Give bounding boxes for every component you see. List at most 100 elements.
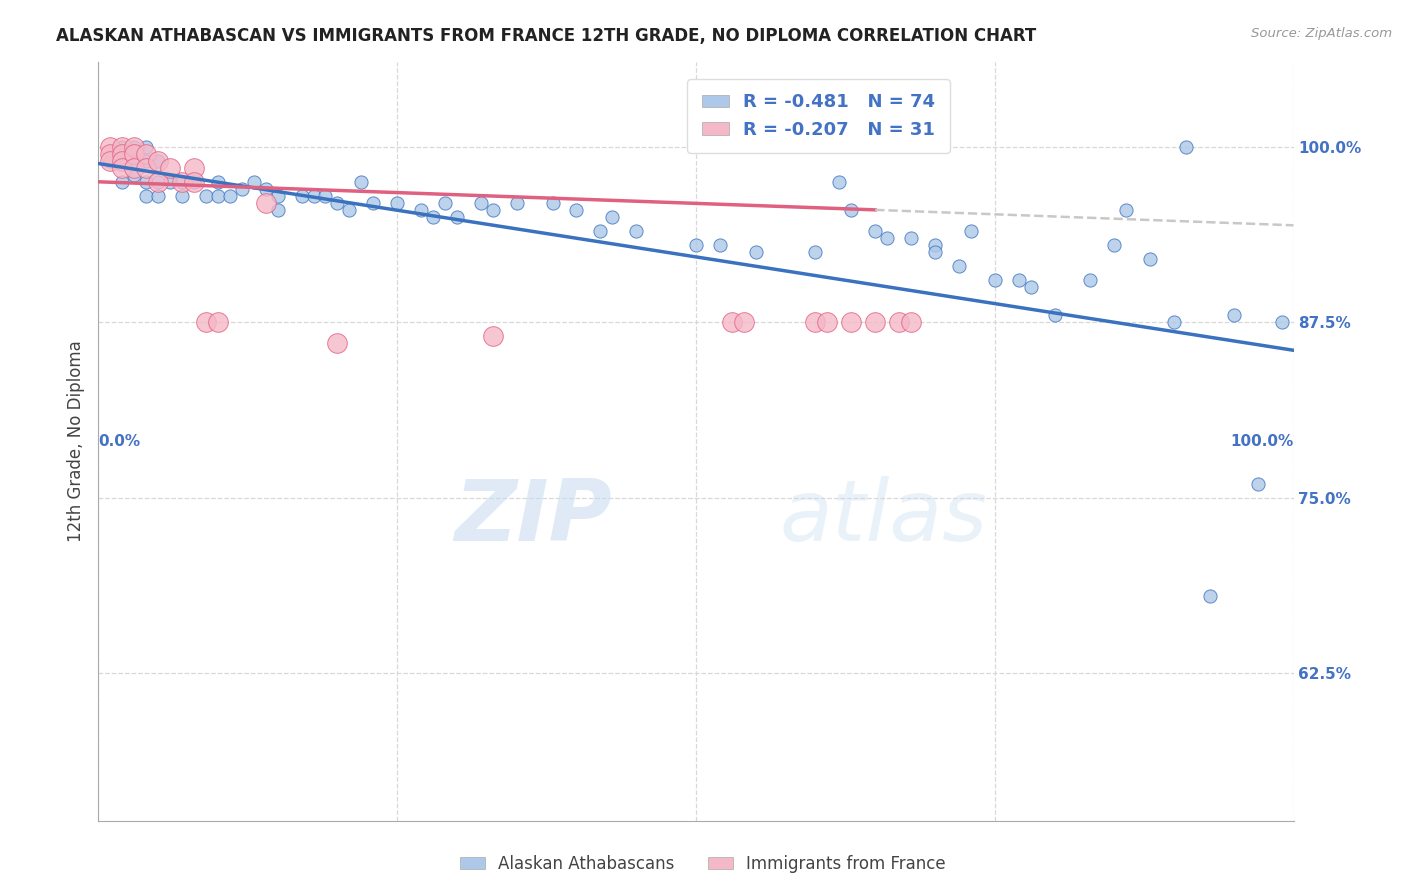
Point bbox=[159, 175, 181, 189]
Point bbox=[135, 139, 157, 153]
Point bbox=[1115, 202, 1137, 217]
Point bbox=[183, 161, 205, 175]
Point bbox=[231, 182, 253, 196]
Point bbox=[254, 195, 277, 210]
Point bbox=[111, 139, 134, 153]
Point bbox=[876, 231, 898, 245]
Point bbox=[960, 224, 983, 238]
Point bbox=[481, 202, 505, 217]
Point bbox=[326, 336, 349, 351]
Point bbox=[326, 195, 349, 210]
Point bbox=[385, 195, 409, 210]
Point bbox=[924, 238, 946, 252]
Point bbox=[111, 175, 134, 189]
Point bbox=[124, 168, 146, 182]
Point bbox=[267, 202, 290, 217]
Point bbox=[1043, 308, 1066, 322]
Point bbox=[124, 146, 146, 161]
Legend: R = -0.481   N = 74, R = -0.207   N = 31: R = -0.481 N = 74, R = -0.207 N = 31 bbox=[688, 79, 950, 153]
Point bbox=[481, 329, 505, 343]
Text: ZIP: ZIP bbox=[454, 475, 613, 559]
Point bbox=[148, 153, 170, 168]
Text: 100.0%: 100.0% bbox=[1230, 434, 1294, 449]
Point bbox=[135, 175, 157, 189]
Point bbox=[1271, 315, 1294, 329]
Point bbox=[267, 189, 290, 203]
Point bbox=[1199, 589, 1222, 603]
Point bbox=[207, 175, 229, 189]
Point bbox=[124, 139, 146, 153]
Point bbox=[841, 315, 863, 329]
Point bbox=[111, 139, 134, 153]
Point bbox=[1080, 273, 1102, 287]
Point bbox=[1139, 252, 1161, 266]
Point bbox=[135, 189, 157, 203]
Point bbox=[124, 153, 146, 168]
Point bbox=[984, 273, 1007, 287]
Point bbox=[446, 210, 468, 224]
Point bbox=[1008, 273, 1031, 287]
Point bbox=[148, 189, 170, 203]
Point bbox=[315, 189, 337, 203]
Point bbox=[111, 153, 134, 168]
Point bbox=[709, 238, 731, 252]
Point bbox=[721, 315, 744, 329]
Point bbox=[626, 224, 648, 238]
Point bbox=[98, 146, 122, 161]
Point bbox=[1019, 280, 1042, 294]
Point bbox=[254, 182, 277, 196]
Point bbox=[148, 175, 170, 189]
Point bbox=[470, 195, 492, 210]
Point bbox=[565, 202, 588, 217]
Point bbox=[865, 315, 887, 329]
Point bbox=[302, 189, 325, 203]
Point bbox=[1247, 476, 1270, 491]
Point bbox=[1223, 308, 1246, 322]
Point bbox=[98, 139, 122, 153]
Point bbox=[804, 244, 827, 259]
Point bbox=[135, 153, 157, 168]
Point bbox=[602, 210, 624, 224]
Point bbox=[541, 195, 564, 210]
Point bbox=[733, 315, 755, 329]
Point bbox=[124, 161, 146, 175]
Point bbox=[183, 175, 205, 189]
Point bbox=[924, 244, 946, 259]
Point bbox=[207, 315, 229, 329]
Point bbox=[339, 202, 361, 217]
Point bbox=[411, 202, 433, 217]
Point bbox=[135, 161, 157, 175]
Point bbox=[219, 189, 242, 203]
Point bbox=[1175, 139, 1198, 153]
Point bbox=[159, 161, 181, 175]
Point bbox=[865, 224, 887, 238]
Point bbox=[422, 210, 444, 224]
Text: ALASKAN ATHABASCAN VS IMMIGRANTS FROM FRANCE 12TH GRADE, NO DIPLOMA CORRELATION : ALASKAN ATHABASCAN VS IMMIGRANTS FROM FR… bbox=[56, 27, 1036, 45]
Text: Source: ZipAtlas.com: Source: ZipAtlas.com bbox=[1251, 27, 1392, 40]
Point bbox=[172, 175, 194, 189]
Point bbox=[291, 189, 314, 203]
Point bbox=[195, 189, 218, 203]
Text: 0.0%: 0.0% bbox=[98, 434, 141, 449]
Point bbox=[207, 189, 229, 203]
Point bbox=[745, 244, 768, 259]
Point bbox=[841, 202, 863, 217]
Point bbox=[98, 153, 122, 168]
Text: atlas: atlas bbox=[779, 475, 987, 559]
Point bbox=[98, 153, 122, 168]
Legend: Alaskan Athabascans, Immigrants from France: Alaskan Athabascans, Immigrants from Fra… bbox=[453, 848, 953, 880]
Point bbox=[815, 315, 838, 329]
Point bbox=[135, 146, 157, 161]
Point bbox=[172, 175, 194, 189]
Point bbox=[350, 175, 373, 189]
Point bbox=[111, 146, 134, 161]
Point bbox=[685, 238, 707, 252]
Point bbox=[148, 175, 170, 189]
Point bbox=[183, 175, 205, 189]
Point bbox=[111, 153, 134, 168]
Point bbox=[195, 315, 218, 329]
Point bbox=[1163, 315, 1185, 329]
Point bbox=[111, 161, 134, 175]
Point bbox=[172, 189, 194, 203]
Point bbox=[804, 315, 827, 329]
